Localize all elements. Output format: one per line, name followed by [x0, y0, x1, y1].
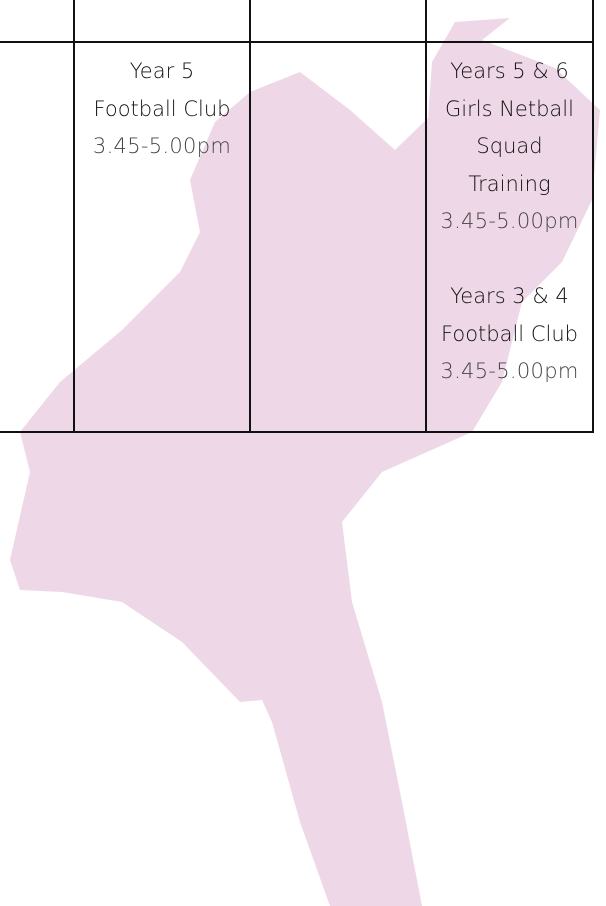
club-name: Squad — [426, 128, 593, 166]
page: {"timetable": { "column_2": [ {"lines": … — [0, 0, 606, 906]
club-name: Training — [426, 166, 593, 204]
club-name: Football Club — [74, 91, 250, 129]
club-name: Years 3 & 4 — [426, 278, 593, 316]
club-name: Football Club — [426, 316, 593, 354]
club-name: Girls Netball — [426, 91, 593, 129]
club-time: 3.45-5.00pm — [426, 203, 593, 241]
club-name: Year 5 — [74, 53, 250, 91]
club-name: Years 5 & 6 — [426, 53, 593, 91]
club-time: 3.45-5.00pm — [426, 353, 593, 391]
club-time: 3.45-5.00pm — [74, 128, 250, 166]
